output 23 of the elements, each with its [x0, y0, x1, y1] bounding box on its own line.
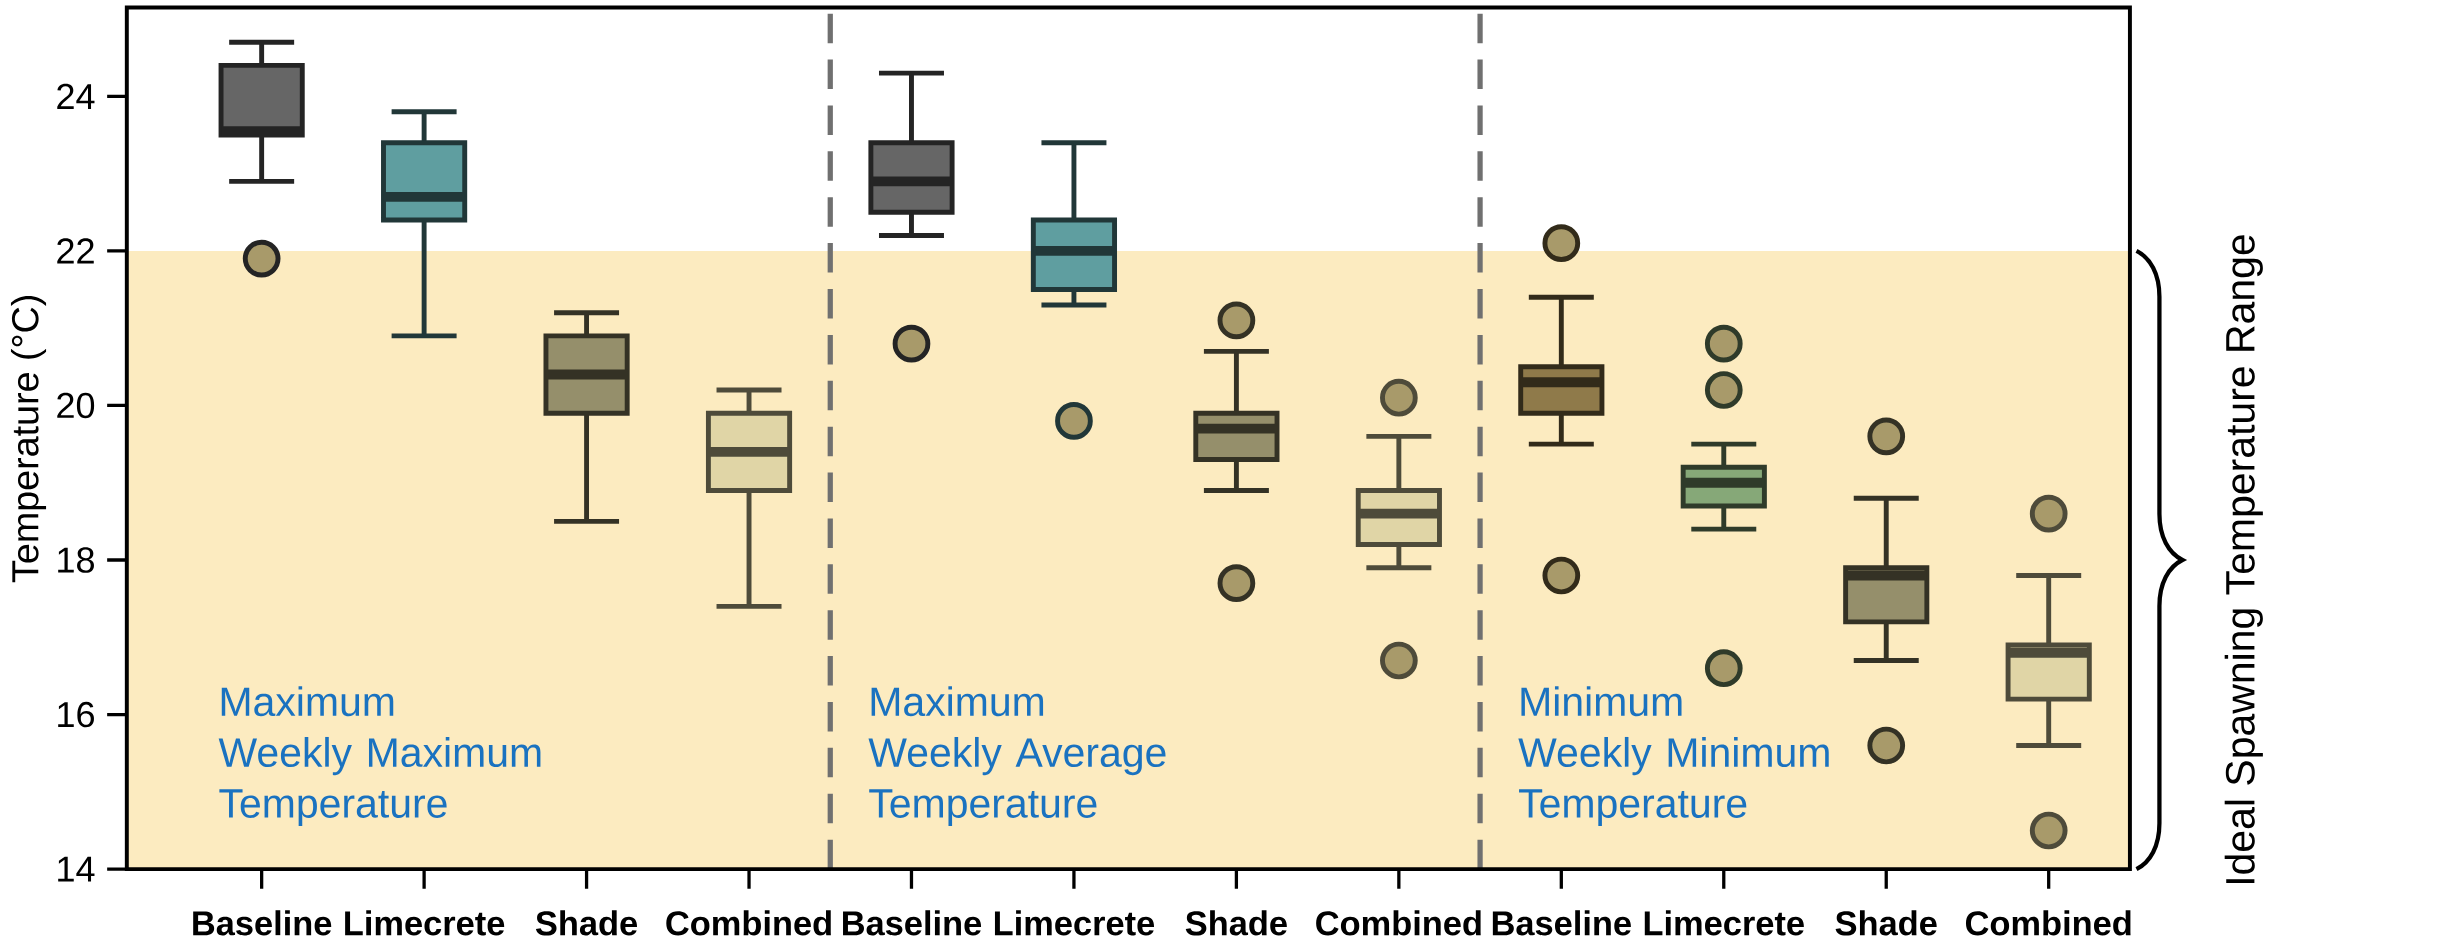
- y-tick-label: 22: [57, 238, 94, 264]
- x-tick-label: Combined: [1316, 910, 1481, 936]
- annotation: Maximum Weekly Maximum Temperature: [218, 685, 541, 826]
- x-tick-label: Limecrete: [1644, 910, 1804, 936]
- x-tick-label: Combined: [666, 910, 831, 936]
- x-tick-label: Limecrete: [994, 910, 1155, 936]
- x-tick-label: Baseline: [843, 910, 982, 936]
- y-tick-label: 24: [57, 83, 95, 109]
- x-tick-label: Shade: [535, 910, 638, 936]
- x-tick-label: Baseline: [1492, 910, 1631, 936]
- x-tick-label: Shade: [1185, 910, 1287, 936]
- y-tick-label: 20: [57, 392, 95, 419]
- y-tick-label: 18: [58, 547, 94, 573]
- y-axis-title: Temperature (°C): [10, 295, 47, 582]
- x-tick-label: Limecrete: [345, 910, 505, 936]
- annotation: Maximum Weekly Average Temperature: [868, 685, 1166, 826]
- band-label: Ideal Spawning Temperature Range: [2224, 234, 2263, 883]
- x-tick-label: Shade: [1835, 910, 1937, 936]
- annotation: Minimum Weekly Minimum Temperature: [1518, 685, 1829, 826]
- y-tick-label: 16: [58, 701, 94, 728]
- y-tick-label: 14: [58, 856, 95, 882]
- x-tick-label: Combined: [1965, 910, 2131, 936]
- x-tick-label: Baseline: [193, 910, 332, 936]
